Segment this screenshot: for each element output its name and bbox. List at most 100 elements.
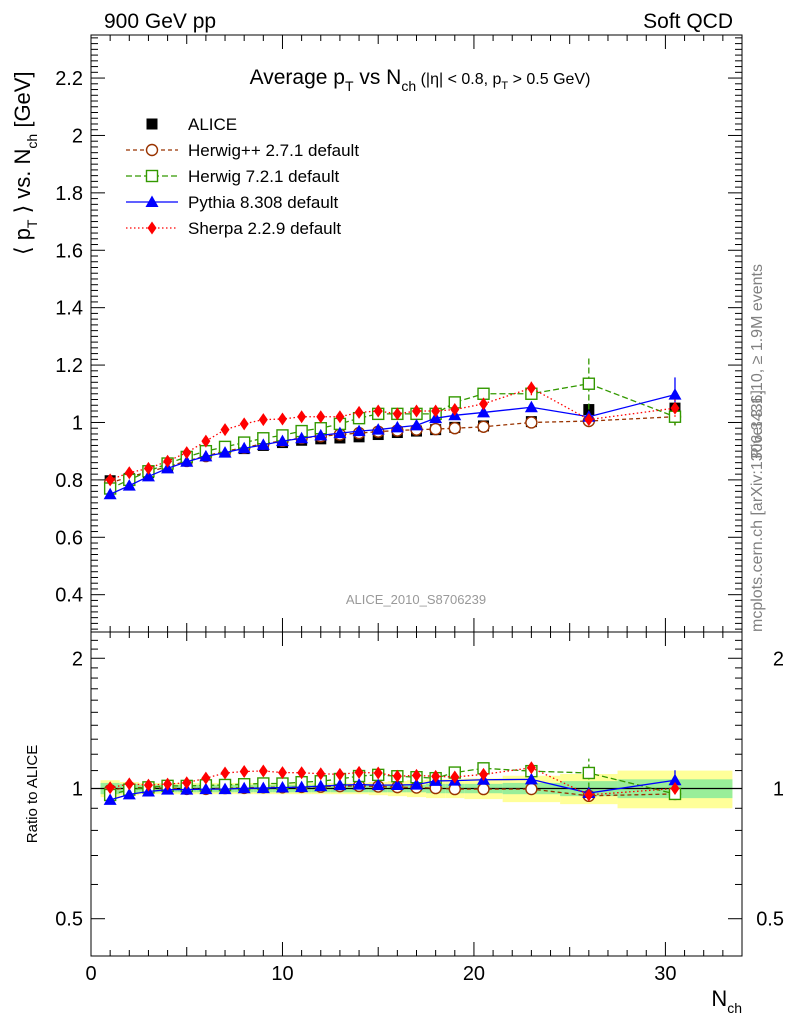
series-3-point (524, 400, 538, 413)
x-tick-label: 0 (85, 963, 96, 985)
y-tick-label: 1.2 (55, 355, 83, 377)
series-4-ratio-point (479, 767, 489, 781)
series-4-point (584, 413, 594, 427)
series-4-point (526, 381, 536, 395)
series-4-point (479, 397, 489, 411)
series-4-point (412, 404, 421, 418)
series-4-point (163, 454, 173, 468)
series-3-ratio-point (314, 779, 328, 792)
series-4-point (182, 446, 192, 460)
series-4-point (220, 423, 230, 437)
series-4-point (297, 410, 307, 424)
ratio-y-tick-label-right: 1 (773, 778, 784, 800)
series-4-point (373, 404, 383, 418)
ratio-y-tick-label: 0.5 (55, 909, 83, 931)
series-1-ratio-point (525, 782, 538, 796)
series-4-ratio-point (277, 766, 287, 780)
series-3-point (103, 487, 117, 500)
series-3-ratio-point (371, 778, 385, 791)
series-4-ratio-point (124, 777, 134, 791)
series-3-point (218, 446, 232, 458)
ratio-y-axis-label: Ratio to ALICE (24, 745, 41, 843)
series-1-line (109, 416, 676, 484)
series-3-point (122, 479, 136, 491)
series-4-ratio-point (431, 769, 441, 783)
series-3-ratio-point (218, 782, 232, 795)
y-tick-label: 1.6 (55, 240, 83, 262)
series-4-ratio-point (258, 764, 268, 778)
series-1-point (448, 422, 461, 435)
series-4-ratio-point (143, 778, 153, 792)
legend-label: Pythia 8.308 default (188, 193, 339, 212)
series-4-ratio-point (670, 781, 680, 795)
series-4-point (431, 404, 441, 418)
ratio-series-layer (103, 758, 682, 805)
plot-title: Average pT vs Nch (|η| < 0.8, pT > 0.5 G… (250, 66, 591, 94)
series-3-point (199, 449, 213, 462)
series-3-point (390, 420, 404, 433)
series-3-ratio-point (333, 778, 347, 791)
series-4-ratio-point (163, 777, 173, 791)
series-4-point (392, 407, 402, 421)
series-4-point (277, 412, 287, 426)
y-tick-label: 0.8 (55, 470, 83, 492)
legend-label: Sherpa 2.2.9 default (188, 219, 341, 238)
series-3-ratio-point (256, 781, 270, 794)
legend-label: Herwig 7.2.1 default (188, 167, 339, 186)
ratio-y-tick-label-right: 0.5 (756, 909, 784, 931)
series-3-point (295, 431, 309, 444)
series-4-point (143, 461, 153, 475)
series-1-point (429, 422, 442, 436)
series-3-ratio-point (410, 778, 423, 790)
y-tick-label: 1 (72, 412, 83, 434)
series-3-ratio-point (295, 780, 309, 793)
x-tick-label: 30 (654, 963, 676, 985)
series-4-ratio-point (182, 776, 192, 790)
ratio-y-tick-label-right: 2 (773, 648, 784, 670)
main-y-axis: 0.4 0.6 0.8 1 1.2 1.4 1.6 1.8 2 2.2 (55, 37, 742, 630)
series-3-point (410, 418, 423, 431)
series-4-ratio-point (105, 781, 115, 795)
series-4-ratio-point (354, 765, 364, 779)
series-3-ratio-point (122, 787, 136, 800)
ratio-y-tick-label: 1 (72, 778, 83, 800)
series-3-ratio-point (275, 780, 289, 793)
legend-label: ALICE (188, 115, 237, 134)
series-4-ratio-point (526, 761, 536, 775)
y-tick-label: 1.4 (55, 298, 83, 320)
ratio-y-tick-label: 2 (72, 648, 83, 670)
series-3-point (352, 424, 366, 437)
series-4-point (354, 405, 364, 419)
series-4-point (124, 466, 134, 480)
series-3-point (180, 455, 194, 467)
series-4-ratio-point (450, 770, 460, 784)
legend-marker (145, 169, 159, 183)
series-3-ratio-point (668, 773, 682, 786)
y-tick-label: 0.6 (55, 527, 83, 549)
y-tick-label: 2 (72, 125, 83, 147)
series-4-point (201, 434, 211, 448)
legend: ALICE Herwig++ 2.7.1 default Herwig 7.2.1 … (126, 115, 359, 238)
series-3-ratio-point (390, 778, 404, 791)
rivet-info: Rivet 3.1.10, ≥ 1.9M events (749, 264, 766, 459)
series-4-point (316, 410, 326, 424)
series-4-point (450, 403, 460, 417)
series-4-point (670, 401, 680, 415)
mcplots-reference: mcplots.cern.ch [arXiv:1306.3436] (749, 390, 766, 632)
series-3-point (668, 388, 682, 400)
series-4-point (335, 410, 345, 424)
main-plot-panel: 0.4 0.6 0.8 1 1.2 1.4 1.6 1.8 2 2.2 Average pT vs… (10, 34, 743, 633)
series-4-ratio-point (412, 768, 421, 782)
legend-marker (145, 143, 159, 157)
series-3-point (141, 469, 155, 482)
series-4-ratio-point (201, 771, 211, 785)
series-4-ratio-point (584, 788, 594, 802)
series-3-point (275, 434, 289, 447)
x-tick-label: 10 (271, 963, 293, 985)
y-tick-label: 2.2 (55, 68, 83, 90)
main-series-layer (103, 357, 682, 500)
series-4-line (109, 387, 676, 481)
series-4-ratio-point (220, 766, 230, 780)
series-4-point (258, 413, 268, 427)
